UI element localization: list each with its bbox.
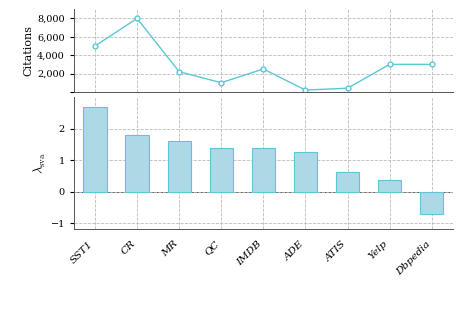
Bar bbox=[294, 152, 317, 192]
Y-axis label: $\lambda_{\rm sva}$: $\lambda_{\rm sva}$ bbox=[31, 153, 48, 174]
Bar bbox=[210, 148, 233, 192]
Bar bbox=[336, 172, 359, 192]
Bar bbox=[84, 107, 107, 192]
Bar bbox=[420, 192, 444, 214]
Bar bbox=[252, 148, 275, 192]
Bar bbox=[126, 135, 149, 192]
Bar bbox=[378, 180, 401, 192]
Bar bbox=[168, 141, 191, 192]
Y-axis label: Citations: Citations bbox=[23, 25, 33, 76]
